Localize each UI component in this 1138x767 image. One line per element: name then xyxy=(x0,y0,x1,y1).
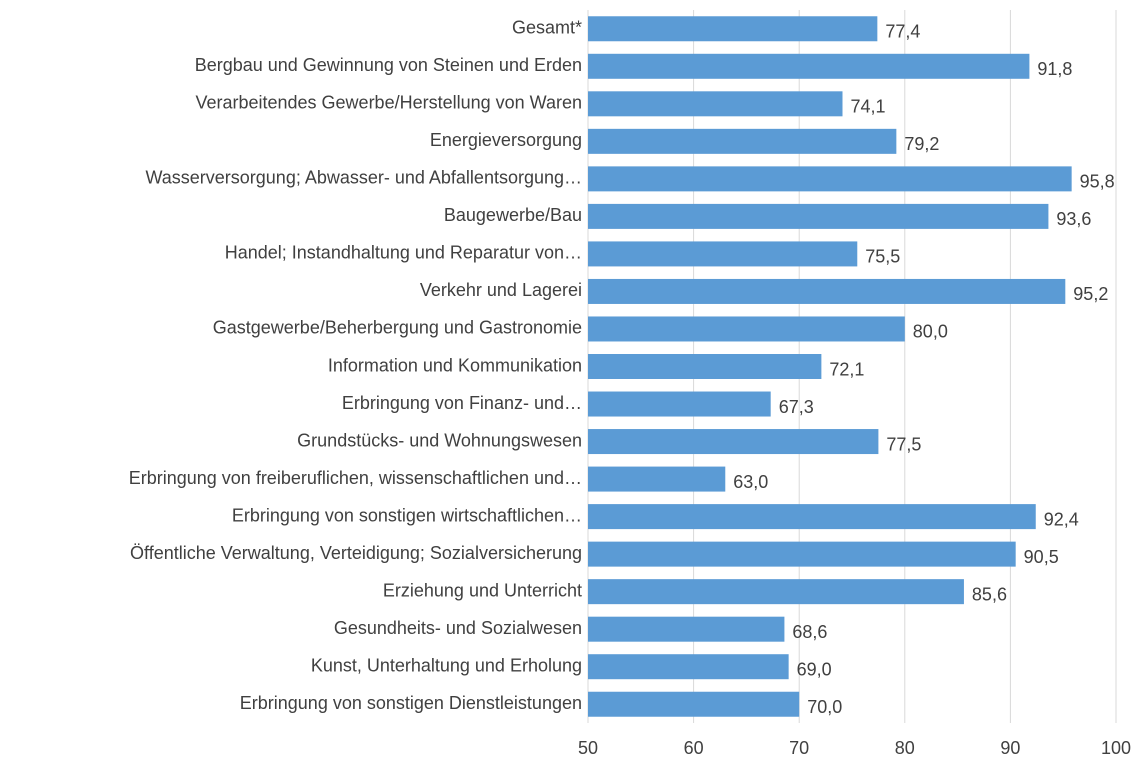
value-label: 95,8 xyxy=(1080,172,1115,192)
bar xyxy=(588,504,1036,530)
value-label: 67,3 xyxy=(779,397,814,417)
bar xyxy=(588,53,1030,79)
x-tick-label: 80 xyxy=(895,738,915,758)
bar xyxy=(588,128,897,154)
value-label: 75,5 xyxy=(865,247,900,267)
bar xyxy=(588,391,771,417)
value-label: 95,2 xyxy=(1073,284,1108,304)
value-label: 70,0 xyxy=(807,697,842,717)
bar xyxy=(588,466,726,492)
x-tick-label: 60 xyxy=(684,738,704,758)
bar xyxy=(588,241,858,267)
y-tick-label: Information und Kommunikation xyxy=(328,355,582,375)
value-label: 80,0 xyxy=(913,322,948,342)
bar xyxy=(588,654,789,680)
value-label: 69,0 xyxy=(797,659,832,679)
y-tick-label: Handel; Instandhaltung und Reparatur von… xyxy=(225,243,582,263)
y-tick-label: Gastgewerbe/Beherbergung und Gastronomie xyxy=(213,318,582,338)
x-tick-label: 50 xyxy=(578,738,598,758)
bar xyxy=(588,91,843,117)
bar xyxy=(588,429,879,455)
y-tick-label: Öffentliche Verwaltung, Verteidigung; So… xyxy=(130,543,582,563)
y-tick-label: Kunst, Unterhaltung und Erholung xyxy=(311,655,582,675)
y-tick-label: Gesamt* xyxy=(512,18,582,38)
y-tick-label: Erbringung von sonstigen wirtschaftliche… xyxy=(232,505,582,525)
y-tick-label: Gesundheits- und Sozialwesen xyxy=(334,618,582,638)
x-tick-label: 70 xyxy=(789,738,809,758)
bar xyxy=(588,316,905,342)
value-label: 92,4 xyxy=(1044,509,1079,529)
y-tick-label: Energieversorgung xyxy=(430,130,582,150)
y-tick-label: Verarbeitendes Gewerbe/Herstellung von W… xyxy=(195,93,582,113)
value-label: 77,5 xyxy=(886,434,921,454)
bar xyxy=(588,579,964,605)
bar xyxy=(588,278,1066,304)
bar xyxy=(588,541,1016,567)
value-label: 63,0 xyxy=(733,472,768,492)
value-label: 93,6 xyxy=(1056,209,1091,229)
bar xyxy=(588,203,1049,229)
value-label: 77,4 xyxy=(885,22,920,42)
y-tick-label: Erbringung von freiberuflichen, wissensc… xyxy=(129,468,582,488)
bar xyxy=(588,166,1072,192)
value-label: 74,1 xyxy=(850,97,885,117)
y-tick-label: Verkehr und Lagerei xyxy=(420,280,582,300)
y-tick-label: Erziehung und Unterricht xyxy=(383,580,582,600)
x-tick-label: 90 xyxy=(1000,738,1020,758)
value-label: 68,6 xyxy=(792,622,827,642)
bar xyxy=(588,354,822,379)
bar xyxy=(588,691,800,717)
y-tick-label: Erbringung von sonstigen Dienstleistunge… xyxy=(240,693,582,713)
y-tick-label: Baugewerbe/Bau xyxy=(444,205,582,225)
value-label: 85,6 xyxy=(972,584,1007,604)
value-label: 72,1 xyxy=(829,359,864,379)
value-label: 90,5 xyxy=(1024,547,1059,567)
value-label: 79,2 xyxy=(904,134,939,154)
value-label: 91,8 xyxy=(1037,59,1072,79)
bar xyxy=(588,616,785,642)
bar xyxy=(588,16,878,42)
y-tick-label: Wasserversorgung; Abwasser- und Abfallen… xyxy=(145,168,582,188)
y-tick-label: Bergbau und Gewinnung von Steinen und Er… xyxy=(195,55,582,75)
x-tick-label: 100 xyxy=(1101,738,1131,758)
y-tick-label: Grundstücks- und Wohnungswesen xyxy=(297,430,582,450)
y-tick-label: Erbringung von Finanz- und… xyxy=(342,393,582,413)
